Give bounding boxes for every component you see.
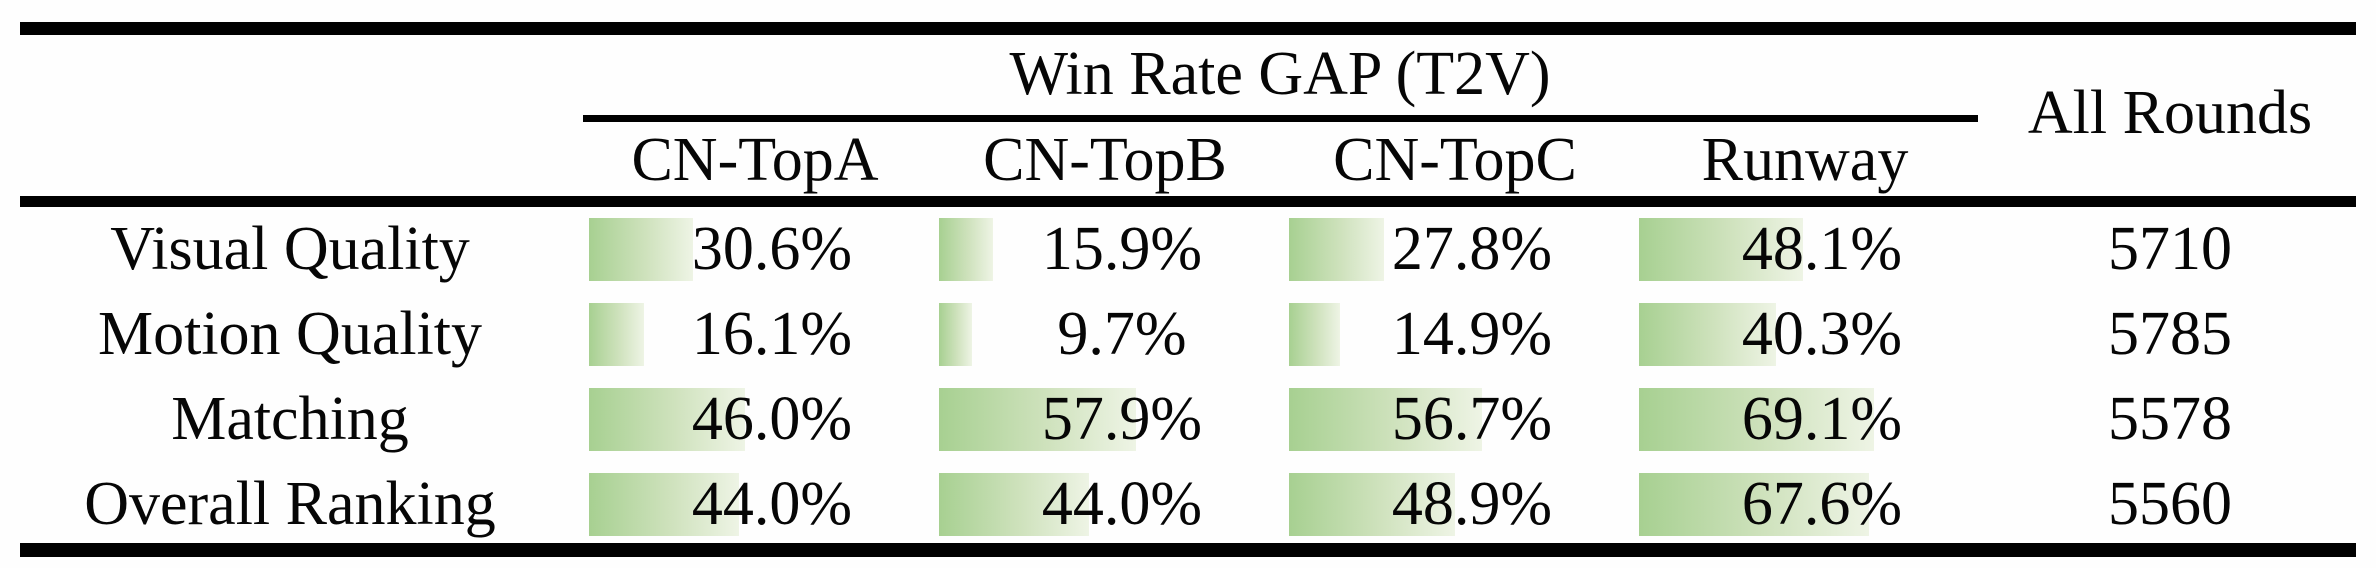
row-label-overall-ranking: Overall Ranking bbox=[84, 470, 496, 538]
table-cell: 57.9% bbox=[930, 377, 1280, 462]
row-label-matching: Matching bbox=[171, 385, 409, 453]
column-header-cn-topb: CN-TopB bbox=[983, 126, 1227, 194]
cell-value: 67.6% bbox=[1741, 470, 1903, 538]
table-cell: 48.9% bbox=[1280, 462, 1630, 547]
data-bar bbox=[589, 473, 739, 536]
table-cell: 40.3% bbox=[1630, 292, 1980, 377]
group-header: Win Rate GAP (T2V) bbox=[1009, 40, 1551, 108]
data-bar bbox=[589, 303, 644, 366]
data-bar bbox=[1639, 218, 1803, 281]
data-bar bbox=[1289, 473, 1455, 536]
cell-value: 9.7% bbox=[1057, 300, 1187, 368]
data-bar bbox=[1289, 303, 1340, 366]
cell-value: 56.7% bbox=[1391, 385, 1553, 453]
all-rounds-value: 5785 bbox=[2108, 300, 2232, 368]
table-cell: 48.1% bbox=[1630, 207, 1980, 292]
data-bar bbox=[939, 218, 993, 281]
data-bar bbox=[1289, 388, 1482, 451]
cell-value: 30.6% bbox=[691, 215, 853, 283]
table-cell: 44.0% bbox=[580, 462, 930, 547]
table-cell: 16.1% bbox=[580, 292, 930, 377]
cell-value: 48.1% bbox=[1741, 215, 1903, 283]
column-header-runway: Runway bbox=[1701, 126, 1909, 194]
table-cell: 14.9% bbox=[1280, 292, 1630, 377]
table-cell: 30.6% bbox=[580, 207, 930, 292]
data-bar bbox=[589, 388, 745, 451]
cell-value: 48.9% bbox=[1391, 470, 1553, 538]
data-bar bbox=[1639, 473, 1869, 536]
row-label-visual-quality: Visual Quality bbox=[110, 215, 470, 283]
all-rounds-header: All Rounds bbox=[2027, 79, 2313, 147]
cell-value: 44.0% bbox=[691, 470, 853, 538]
column-header-cn-topc: CN-TopC bbox=[1333, 126, 1577, 194]
data-bar bbox=[1639, 388, 1874, 451]
cell-value: 57.9% bbox=[1041, 385, 1203, 453]
table-cell: 9.7% bbox=[930, 292, 1280, 377]
data-bar bbox=[939, 303, 972, 366]
header-separator-rule bbox=[20, 196, 2356, 207]
cell-value: 15.9% bbox=[1041, 215, 1203, 283]
cell-value: 46.0% bbox=[691, 385, 853, 453]
row-label-motion-quality: Motion Quality bbox=[97, 300, 483, 368]
all-rounds-value: 5578 bbox=[2108, 385, 2232, 453]
cell-value: 16.1% bbox=[691, 300, 853, 368]
cell-value: 14.9% bbox=[1391, 300, 1553, 368]
table-cell: 56.7% bbox=[1280, 377, 1630, 462]
column-header-cn-topa: CN-TopA bbox=[631, 126, 879, 194]
all-rounds-value: 5710 bbox=[2108, 215, 2232, 283]
group-header-underline-rule bbox=[583, 115, 1978, 122]
data-bar bbox=[589, 218, 693, 281]
cell-value: 69.1% bbox=[1741, 385, 1903, 453]
table-cell: 46.0% bbox=[580, 377, 930, 462]
cell-value: 27.8% bbox=[1391, 215, 1553, 283]
top-rule bbox=[20, 22, 2356, 35]
table-cell: 44.0% bbox=[930, 462, 1280, 547]
table-cell: 67.6% bbox=[1630, 462, 1980, 547]
table-cell: 15.9% bbox=[930, 207, 1280, 292]
all-rounds-value: 5560 bbox=[2108, 470, 2232, 538]
table-cell: 27.8% bbox=[1280, 207, 1630, 292]
cell-value: 44.0% bbox=[1041, 470, 1203, 538]
data-bar bbox=[939, 388, 1136, 451]
data-bar bbox=[939, 473, 1089, 536]
table-cell: 69.1% bbox=[1630, 377, 1980, 462]
data-bar bbox=[1289, 218, 1384, 281]
cell-value: 40.3% bbox=[1741, 300, 1903, 368]
bottom-rule bbox=[20, 543, 2356, 557]
data-bar bbox=[1639, 303, 1776, 366]
